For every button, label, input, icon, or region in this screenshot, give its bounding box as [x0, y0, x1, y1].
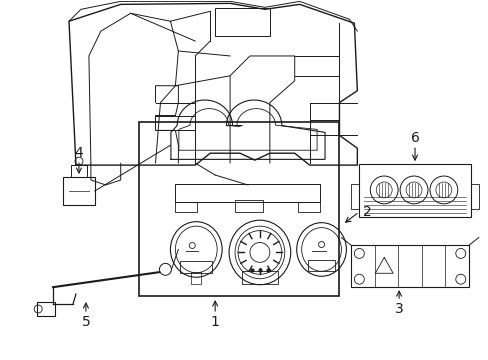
Text: 2: 2	[362, 205, 371, 219]
Bar	[175, 202, 197, 212]
Bar	[307, 260, 335, 271]
Bar	[180, 261, 212, 273]
Bar	[242, 271, 277, 284]
Bar	[351, 184, 359, 209]
Bar	[37, 302, 55, 316]
Polygon shape	[69, 3, 357, 165]
Bar	[175, 184, 319, 202]
Text: 6: 6	[410, 131, 419, 145]
Text: 4: 4	[74, 146, 83, 160]
Bar	[359, 164, 470, 217]
Polygon shape	[171, 100, 325, 159]
Text: 5: 5	[81, 315, 90, 329]
Bar	[351, 246, 468, 287]
Text: 1: 1	[210, 315, 219, 329]
Bar	[297, 202, 319, 212]
Text: 3: 3	[394, 302, 403, 316]
Bar	[71, 165, 87, 177]
Bar	[215, 8, 269, 36]
Bar	[470, 184, 478, 209]
Circle shape	[159, 264, 171, 275]
Bar	[191, 272, 201, 284]
Bar	[63, 177, 95, 205]
Bar	[235, 200, 263, 212]
Bar	[138, 122, 339, 296]
